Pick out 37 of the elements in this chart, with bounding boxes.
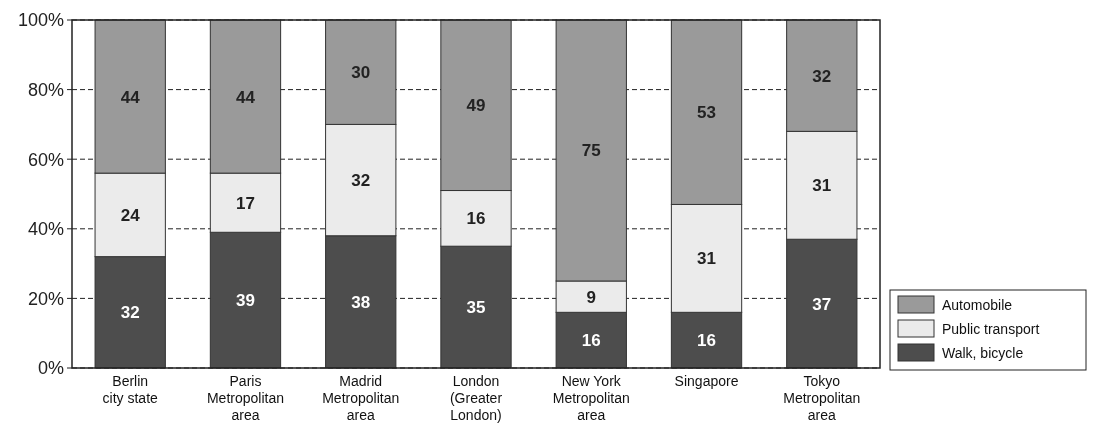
data-label: 53	[697, 103, 716, 123]
data-label: 44	[236, 87, 256, 107]
data-label: 32	[351, 171, 371, 191]
y-tick-label: 100%	[17, 10, 64, 31]
data-label: 31	[812, 176, 832, 196]
y-tick-label: 0%	[37, 358, 64, 379]
legend-label: Automobile	[942, 296, 1013, 313]
y-tick-label: 80%	[27, 79, 64, 100]
x-tick-label: Berlin city state	[102, 373, 159, 406]
y-tick-label: 40%	[27, 219, 64, 240]
data-label: 75	[581, 141, 601, 161]
x-tick-label: Madrid Metropolitan area	[322, 373, 400, 423]
x-tick-label: Singapore	[674, 373, 739, 389]
x-tick-label: New York Metropolitan area	[552, 373, 630, 423]
data-label: 9	[586, 287, 596, 307]
data-label: 37	[812, 294, 832, 314]
data-label: 39	[236, 291, 255, 311]
x-tick-label: Tokyo Metropolitan area	[783, 373, 861, 423]
y-tick-label: 60%	[27, 149, 64, 170]
data-label: 31	[697, 249, 716, 269]
data-label: 16	[697, 331, 716, 351]
data-label: 44	[120, 87, 141, 107]
data-label: 17	[236, 193, 255, 213]
data-label: 38	[351, 292, 371, 312]
x-tick-label: London (Greater London)	[449, 373, 503, 423]
data-label: 24	[120, 205, 141, 225]
data-label: 32	[120, 303, 140, 323]
data-label: 16	[466, 209, 486, 229]
data-label: 35	[466, 298, 486, 318]
data-label: 30	[351, 63, 371, 83]
legend-label: Public transport	[942, 320, 1040, 337]
data-label: 49	[466, 96, 486, 116]
legend-label: Walk, bicycle	[942, 344, 1024, 361]
y-tick-label: 20%	[27, 288, 64, 309]
x-tick-label: Paris Metropolitan area	[206, 373, 284, 423]
data-label: 32	[812, 66, 832, 86]
data-label: 16	[581, 331, 601, 351]
